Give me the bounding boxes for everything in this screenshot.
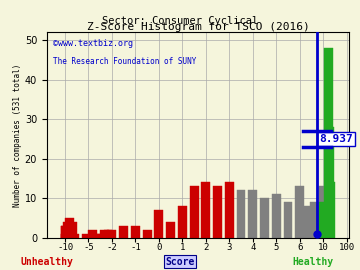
Bar [323,218,332,238]
Bar [60,226,69,238]
Bar [248,190,257,238]
Bar [143,230,152,238]
Bar [320,214,329,238]
Title: Z-Score Histogram for TSCO (2016): Z-Score Histogram for TSCO (2016) [87,22,309,32]
Bar [63,222,72,238]
Bar [324,48,333,238]
Bar [65,218,74,238]
Bar [310,202,319,238]
Bar [319,210,328,238]
Bar [319,214,328,238]
Bar [319,202,328,238]
Bar [260,198,269,238]
Text: ©www.textbiz.org: ©www.textbiz.org [53,39,133,48]
Bar [60,226,69,238]
Bar [325,127,334,238]
Bar [237,190,246,238]
Bar [316,210,325,238]
Bar [60,234,69,238]
Bar [100,230,109,238]
Bar [201,182,210,238]
Bar [327,182,336,238]
Bar [154,210,163,238]
Bar [295,186,304,238]
Bar [313,230,322,238]
Bar [319,214,328,238]
Bar [320,222,329,238]
Bar [301,210,310,238]
Bar [225,182,234,238]
Bar [319,206,328,238]
Bar [178,206,187,238]
Bar [321,218,330,238]
Text: Score: Score [165,256,195,266]
Bar [70,234,79,238]
Bar [108,230,116,238]
Text: Unhealthy: Unhealthy [21,256,73,266]
Bar [307,210,316,238]
Bar [119,226,128,238]
Bar [320,210,329,238]
Bar [304,206,313,238]
Bar [166,222,175,238]
Text: Healthy: Healthy [293,256,334,266]
Bar [320,218,329,238]
Bar [82,234,91,238]
Bar [321,218,330,238]
Bar [213,186,222,238]
Bar [322,214,331,238]
Bar [96,234,105,238]
Bar [284,202,292,238]
Text: 8.937: 8.937 [319,134,353,144]
Bar [68,222,77,238]
Bar [190,186,199,238]
Bar [319,186,328,238]
Bar [131,226,140,238]
Bar [60,234,69,238]
Bar [104,230,112,238]
Bar [298,210,307,238]
Bar [320,210,329,238]
Text: Sector: Consumer Cyclical: Sector: Consumer Cyclical [102,16,258,26]
Bar [321,218,330,238]
Text: The Research Foundation of SUNY: The Research Foundation of SUNY [53,57,196,66]
Bar [88,230,97,238]
Bar [320,210,329,238]
Bar [272,194,281,238]
Y-axis label: Number of companies (531 total): Number of companies (531 total) [13,63,22,207]
Bar [319,210,328,238]
Bar [92,234,101,238]
